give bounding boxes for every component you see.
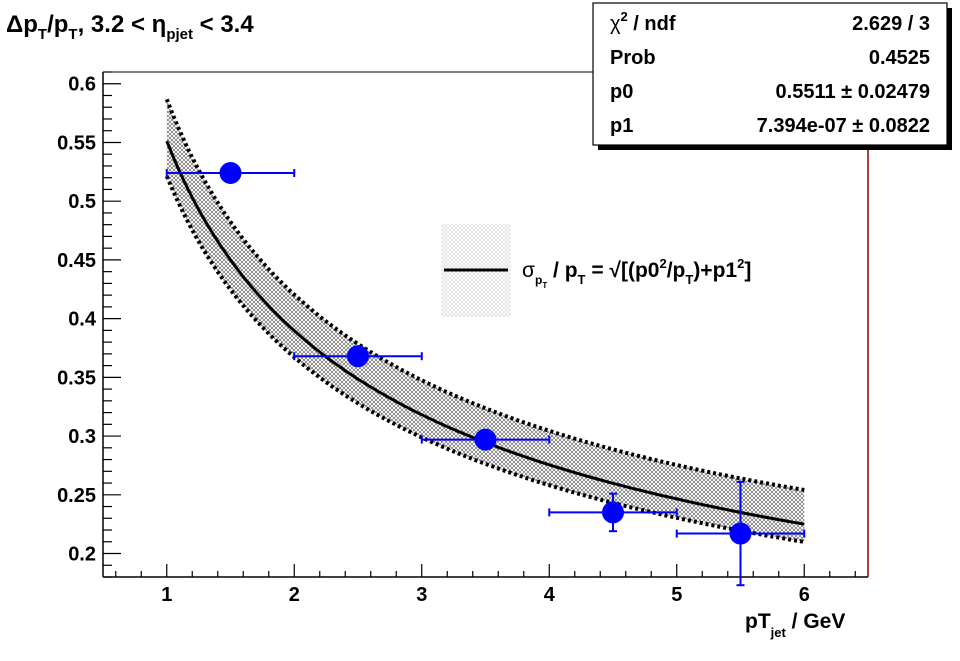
y-axis-ticks: 0.2 0.25 0.3 0.35 0.4 0.45 0.5 0.55 0.6 [57,71,121,578]
y-tick-label: 0.45 [57,250,96,272]
data-point-marker [602,501,624,524]
data-point-marker [474,428,497,451]
fit-error-band [166,99,805,542]
stats-value: 0.5511 ± 0.02479 [776,81,930,103]
y-tick-label: 0.5 [68,191,96,213]
data-point-marker [219,162,242,184]
chart-title: ΔpT/pT, 3.2 < ηpjet < 3.4 [6,11,254,43]
y-tick-label: 0.25 [57,485,96,507]
stats-value: 7.394e-07 ± 0.0822 [757,115,930,137]
stats-box: χ2 / ndf 2.629 / 3 Prob 0.4525 p0 0.5511 ± 0.… [592,2,952,150]
y-tick-label: 0.55 [57,132,96,154]
stats-value: 2.629 / 3 [852,13,930,35]
y-tick-label: 0.35 [57,367,96,389]
x-tick-label: 5 [671,584,682,606]
stats-box-panel [592,2,948,146]
fit-upper-bound-line [164,98,805,492]
x-tick-label: 1 [161,584,172,606]
stats-value: 0.4525 [869,47,930,69]
x-tick-label: 6 [799,584,810,606]
stats-label: Prob [610,47,656,69]
stats-label: p1 [610,115,633,137]
x-tick-label: 4 [544,584,556,606]
data-point-marker [347,345,369,368]
x-tick-label: 3 [416,584,427,606]
stats-label: p0 [610,81,633,103]
y-tick-label: 0.2 [68,544,96,566]
x-axis-ticks: 1 2 3 4 5 6 [115,564,856,606]
x-axis-title: pTjet / GeV [745,610,845,640]
data-point-marker [729,522,752,545]
fit-lower-bound-line [164,175,805,544]
y-tick-label: 0.6 [68,74,96,96]
data-points [165,162,806,587]
legend-label: σpT / pT = √[(p02/pT)+p12] [522,256,751,290]
stats-label: χ2 / ndf [610,9,676,35]
y-tick-label: 0.3 [68,426,96,448]
y-tick-label: 0.4 [68,309,97,331]
x-tick-label: 2 [289,584,300,606]
fit-curve [165,140,805,526]
legend: σpT / pT = √[(p02/pT)+p12] [441,224,751,317]
